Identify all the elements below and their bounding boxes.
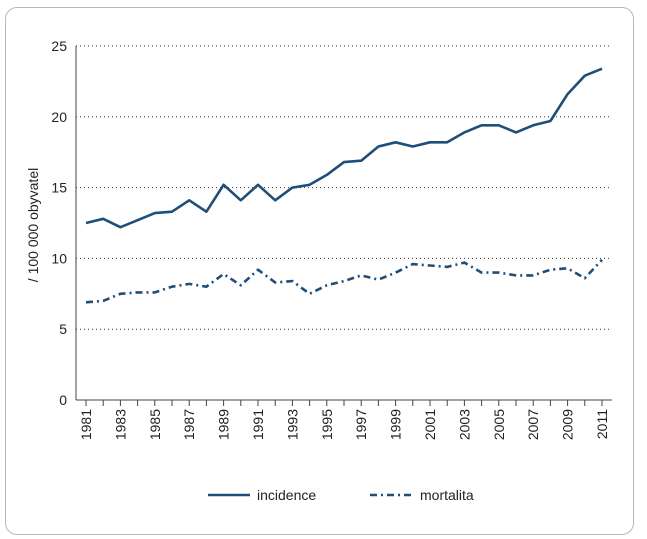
axes — [75, 46, 612, 406]
x-tick-label: 2011 — [594, 409, 610, 439]
series-line-mortalita — [85, 258, 603, 304]
y-tick-labels: 0 5 10 15 20 25 — [51, 38, 67, 408]
x-tick-label: 1983 — [112, 409, 128, 440]
x-tick-label: 1995 — [319, 409, 335, 440]
x-tick-labels: 1981 1983 1985 1987 1989 1991 1993 1995 1997 1999… — [78, 409, 610, 440]
y-tick-label: 15 — [51, 180, 67, 196]
y-tick-label: 5 — [59, 321, 67, 337]
series-lines — [85, 67, 603, 304]
y-axis-label: / 100 000 obyvatel — [25, 168, 41, 282]
legend-label-mortalita: mortalita — [420, 487, 474, 503]
x-tick-label: 1993 — [284, 409, 300, 440]
x-tick-label: 2003 — [456, 409, 472, 440]
chart-frame — [5, 7, 634, 535]
x-tick-label: 2007 — [525, 409, 541, 440]
legend-label-incidence: incidence — [257, 487, 316, 503]
gridlines — [76, 45, 612, 330]
x-tick-label: 1989 — [216, 409, 232, 440]
x-tick-label: 1981 — [78, 409, 94, 440]
series-line-incidence — [85, 67, 603, 229]
legend: incidence mortalita — [208, 487, 474, 503]
x-tick-label: 1991 — [250, 409, 266, 440]
y-tick-label: 0 — [59, 392, 67, 408]
x-tick-label: 1985 — [147, 409, 163, 440]
x-tick-label: 1997 — [353, 409, 369, 440]
x-tick-label: 1999 — [388, 409, 404, 440]
y-tick-label: 25 — [51, 38, 67, 54]
x-tick-label: 2001 — [422, 409, 438, 440]
x-tick-label: 2005 — [491, 409, 507, 440]
y-tick-label: 10 — [51, 250, 67, 266]
x-tick-label: 1987 — [181, 409, 197, 440]
y-tick-label: 20 — [51, 109, 67, 125]
x-tick-label: 2009 — [560, 409, 576, 440]
